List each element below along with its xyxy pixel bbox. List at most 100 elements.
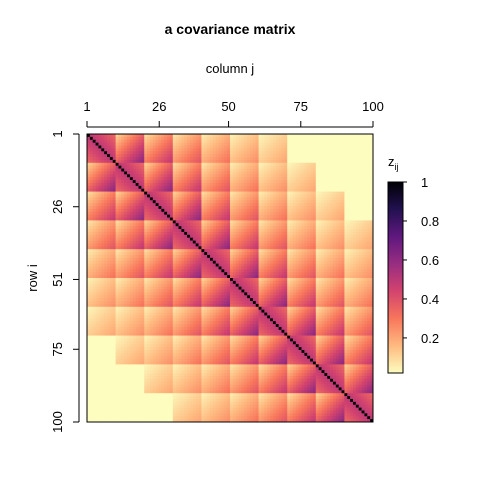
heatmap-cell <box>195 154 199 158</box>
heatmap-cell <box>258 214 262 218</box>
heatmap-cell <box>195 159 199 164</box>
heatmap-cell <box>247 188 251 192</box>
heatmap-cell <box>341 148 345 152</box>
heatmap-cell <box>187 260 191 264</box>
heatmap-cell <box>184 260 188 264</box>
heatmap-cell <box>258 237 262 241</box>
heatmap-cell <box>338 171 342 175</box>
heatmap-cell <box>98 177 102 181</box>
heatmap-cell <box>255 142 259 146</box>
heatmap-cell <box>147 142 151 146</box>
heatmap-cell <box>284 231 288 236</box>
heatmap-cell <box>169 177 174 181</box>
heatmap-cell <box>278 200 282 204</box>
heatmap-cell <box>338 214 342 218</box>
heatmap-cell <box>307 145 311 149</box>
heatmap-cell <box>221 191 225 195</box>
heatmap-cell <box>310 182 314 187</box>
heatmap-cell <box>335 240 340 244</box>
heatmap-cell <box>272 174 277 178</box>
heatmap-cell <box>355 234 360 239</box>
heatmap-cell <box>241 254 245 259</box>
heatmap-cell <box>235 254 239 259</box>
heatmap-cell <box>121 260 125 264</box>
heatmap-cell <box>138 182 142 187</box>
heatmap-cell <box>192 203 197 207</box>
heatmap-cell <box>241 272 245 276</box>
heatmap-cell <box>178 237 182 241</box>
heatmap-cell <box>364 185 368 190</box>
heatmap-cell <box>247 159 251 164</box>
heatmap-cell <box>107 243 111 247</box>
heatmap-cell <box>301 275 305 279</box>
heatmap-cell <box>141 260 145 264</box>
heatmap-cell <box>332 223 337 227</box>
heatmap-cell <box>144 182 148 187</box>
heatmap-cell <box>352 203 357 207</box>
heatmap-cell <box>87 208 91 213</box>
heatmap-cell <box>298 231 302 236</box>
heatmap-cell <box>255 165 259 169</box>
heatmap-cell <box>92 154 96 158</box>
heatmap-cell <box>101 177 105 181</box>
heatmap-cell <box>370 188 374 192</box>
heatmap-cell <box>124 154 128 158</box>
heatmap-cell <box>178 217 182 221</box>
heatmap-cell <box>335 208 340 213</box>
heatmap-cell <box>187 180 191 184</box>
heatmap-cell <box>307 203 311 207</box>
heatmap-cell <box>187 269 191 273</box>
heatmap-cell <box>184 263 188 267</box>
heatmap-cell <box>198 240 202 244</box>
heatmap-cell <box>272 234 277 239</box>
heatmap-cell <box>298 249 302 253</box>
heatmap-cell <box>127 231 131 236</box>
heatmap-cell <box>341 174 345 178</box>
heatmap-cell <box>161 188 165 192</box>
heatmap-cell <box>352 214 357 218</box>
heatmap-cell <box>149 229 154 233</box>
heatmap-cell <box>315 191 320 195</box>
heatmap-cell <box>321 182 325 187</box>
heatmap-cell <box>104 148 108 152</box>
heatmap-cell <box>287 240 291 244</box>
heatmap-cell <box>238 220 242 224</box>
heatmap-cell <box>164 134 168 138</box>
heatmap-cell <box>287 159 291 164</box>
heatmap-cell <box>89 246 94 250</box>
heatmap-cell <box>330 139 334 143</box>
y-axis-label: row i <box>25 264 40 292</box>
heatmap-cell <box>112 272 116 276</box>
heatmap-cell <box>175 269 179 273</box>
heatmap-cell <box>87 206 91 210</box>
heatmap-cell <box>187 168 191 172</box>
heatmap-cell <box>138 165 142 169</box>
heatmap-cell <box>270 269 274 273</box>
heatmap-cell <box>209 194 214 198</box>
heatmap-cell <box>127 139 131 143</box>
heatmap-cell <box>318 217 322 221</box>
heatmap-cell <box>270 139 274 143</box>
heatmap-cell <box>147 266 151 270</box>
heatmap-cell <box>172 145 177 149</box>
heatmap-cell <box>230 180 234 184</box>
heatmap-cell <box>258 136 262 141</box>
heatmap-cell <box>152 246 156 250</box>
heatmap-cell <box>132 203 136 207</box>
heatmap-cell <box>124 203 128 207</box>
heatmap-cell <box>244 203 248 207</box>
heatmap-cell <box>304 168 308 172</box>
heatmap-cell <box>107 226 111 230</box>
heatmap-cell <box>121 157 125 161</box>
heatmap-cell <box>272 211 277 215</box>
heatmap-cell <box>352 237 357 241</box>
heatmap-cell <box>281 197 285 201</box>
heatmap-cell <box>107 142 111 146</box>
heatmap-cell <box>215 154 219 158</box>
heatmap-cell <box>255 154 259 158</box>
heatmap-cell <box>341 145 345 149</box>
heatmap-cell <box>227 254 231 259</box>
heatmap-cell <box>258 191 262 195</box>
heatmap-cell <box>270 263 274 267</box>
heatmap-cell <box>341 180 345 184</box>
